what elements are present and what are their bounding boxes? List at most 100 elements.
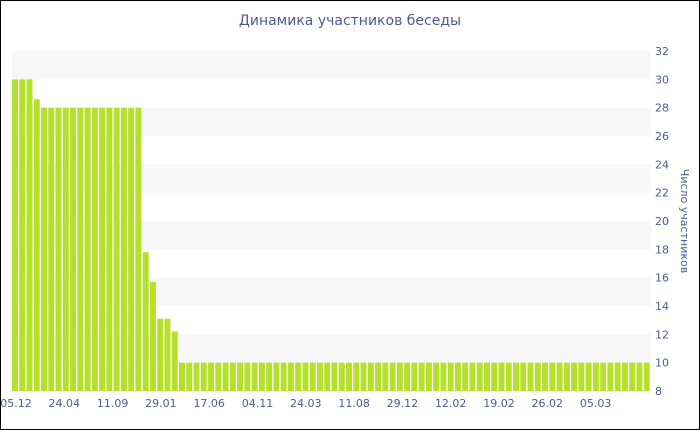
bar [498, 362, 505, 391]
bar [295, 362, 302, 391]
bar [462, 362, 469, 391]
y-tick-label: 20 [655, 215, 669, 228]
bar [505, 362, 512, 391]
bar [411, 362, 418, 391]
bar [55, 107, 62, 392]
bar [113, 107, 120, 392]
bar [542, 362, 549, 391]
bar [26, 79, 33, 391]
bar [33, 99, 40, 392]
y-tick-label: 22 [655, 187, 669, 200]
bar [520, 362, 527, 391]
bar [592, 362, 599, 391]
x-tick-label: 12.02 [435, 397, 467, 410]
bar [600, 362, 607, 391]
bar-series [12, 79, 650, 392]
x-tick-label: 11.09 [97, 397, 129, 410]
bar [48, 107, 55, 392]
x-tick-label: 05.03 [580, 397, 612, 410]
bar [440, 362, 447, 391]
bar [106, 107, 113, 392]
bar [375, 362, 382, 391]
bar [229, 362, 236, 391]
y-tick-label: 28 [655, 102, 669, 115]
bar [142, 252, 149, 391]
bar [360, 362, 367, 391]
bar [179, 362, 185, 391]
bar [193, 362, 200, 391]
bar [273, 362, 280, 391]
bar [324, 362, 331, 391]
bar [629, 362, 636, 391]
bar [331, 362, 338, 391]
bar [556, 362, 563, 391]
bar [12, 79, 18, 391]
y-tick-label: 12 [655, 328, 669, 341]
bar [99, 107, 106, 392]
bar [454, 362, 461, 391]
bar [316, 362, 323, 391]
y-tick-label: 18 [655, 243, 669, 256]
bar [425, 362, 432, 391]
y-axis-title: Число участников [678, 169, 691, 273]
bar [302, 362, 309, 391]
bar [534, 362, 541, 391]
bar [404, 362, 411, 391]
bar [346, 362, 352, 391]
bar [527, 362, 534, 391]
bar [280, 362, 287, 391]
bar [578, 362, 585, 391]
bar [309, 362, 316, 391]
bar [396, 362, 403, 391]
x-axis-ticks: 05.12 24.04 11.09 29.01 17.06 04.11 24.03 11.08… [1, 397, 611, 410]
x-tick-label: 11.08 [338, 397, 370, 410]
bar [607, 362, 614, 391]
bar [237, 362, 244, 391]
bar [157, 318, 164, 391]
x-tick-label: 29.01 [145, 397, 177, 410]
bar [62, 107, 69, 392]
bar [585, 362, 592, 391]
x-tick-label: 24.04 [49, 397, 81, 410]
bar [171, 331, 178, 391]
bar [389, 362, 396, 391]
chart-title: Динамика участников беседы [238, 13, 462, 29]
y-tick-label: 26 [655, 130, 669, 143]
y-axis-ticks: 8 10 12 14 16 18 20 22 24 26 28 30 32 [655, 45, 669, 398]
x-tick-label: 26.02 [532, 397, 564, 410]
y-tick-label: 32 [655, 45, 669, 58]
grid-band [12, 51, 651, 80]
bar [135, 107, 142, 392]
x-tick-label: 05.12 [1, 397, 32, 410]
bar [621, 362, 628, 391]
bar [338, 362, 345, 391]
bar [563, 362, 570, 391]
bar [215, 362, 222, 391]
bar [447, 362, 454, 391]
bar [433, 362, 440, 391]
bar [418, 362, 425, 391]
bar [367, 362, 374, 391]
bar [149, 281, 156, 391]
y-tick-label: 14 [655, 300, 669, 313]
bar [266, 362, 273, 391]
bar [571, 362, 578, 391]
bar [91, 107, 98, 392]
bar [41, 107, 48, 392]
y-tick-label: 8 [655, 385, 662, 398]
bar [77, 107, 84, 392]
y-tick-label: 16 [655, 272, 669, 285]
x-tick-label: 24.03 [290, 397, 322, 410]
bar [287, 362, 294, 391]
bar [614, 362, 621, 391]
bar [208, 362, 215, 391]
bar [128, 107, 135, 392]
bar [476, 362, 483, 391]
bar [84, 107, 91, 392]
y-tick-label: 24 [655, 158, 669, 171]
bar [164, 318, 171, 391]
y-tick-label: 10 [655, 357, 669, 370]
bar [258, 362, 265, 391]
